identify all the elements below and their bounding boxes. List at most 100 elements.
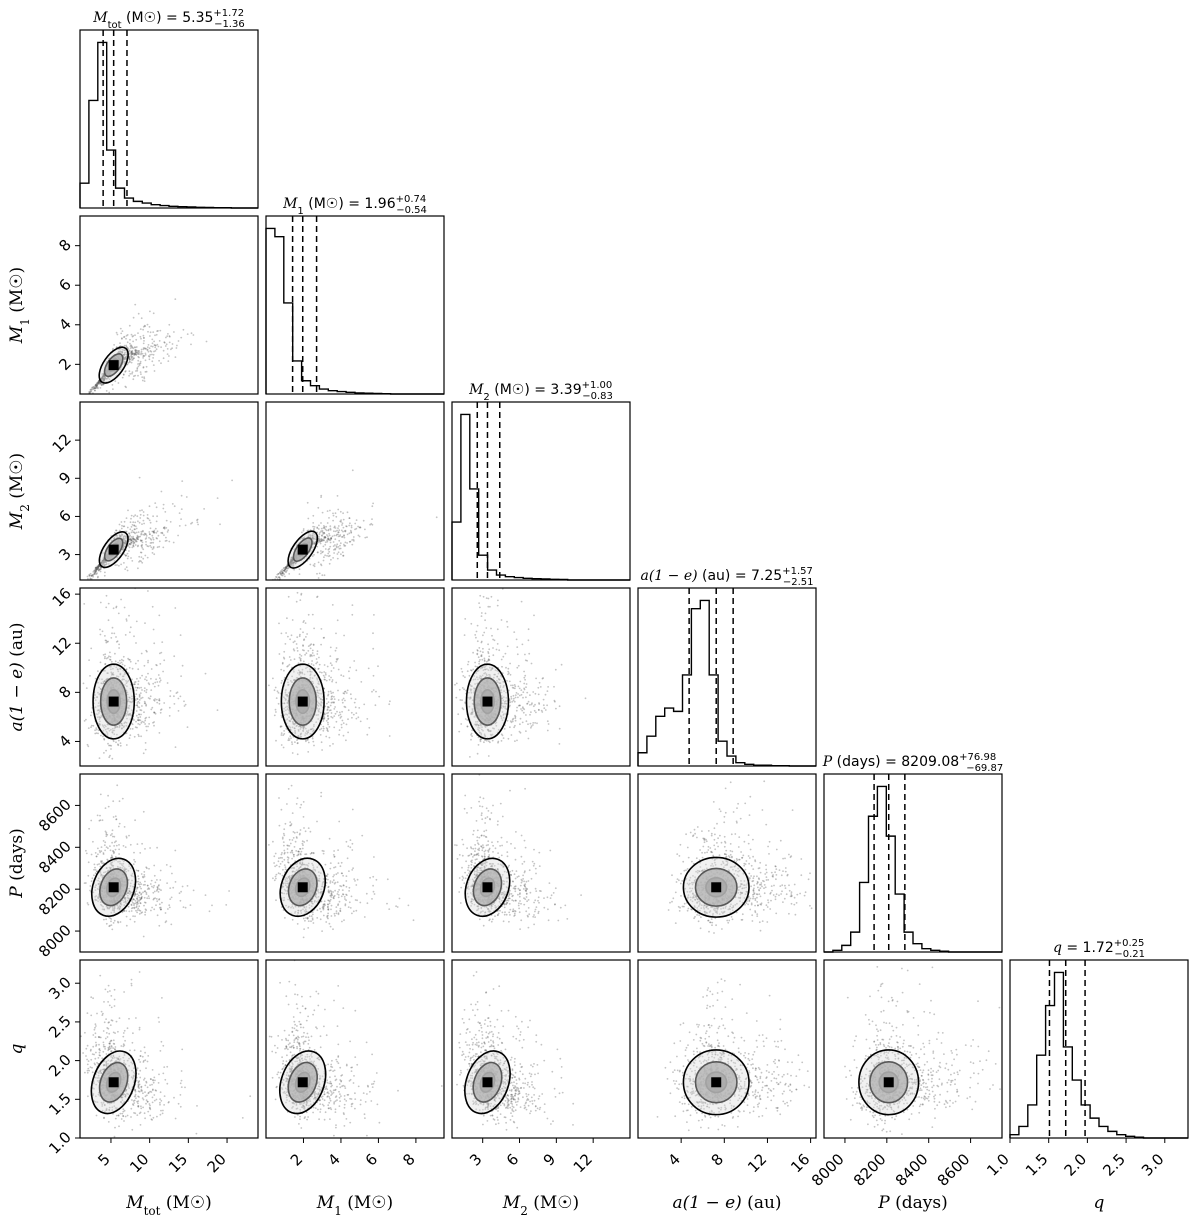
sample-point xyxy=(128,360,131,363)
hist-panel-Mtot: Mtot (M☉) = 5.35+1.72 −1.36 xyxy=(79,8,259,209)
sample-point xyxy=(134,525,137,528)
sample-point xyxy=(131,723,134,726)
sample-point xyxy=(327,538,330,541)
sample-point xyxy=(100,734,102,737)
sample-point xyxy=(327,723,329,726)
sample-point xyxy=(333,708,336,710)
y-tick-label: 12 xyxy=(49,430,75,456)
sample-point xyxy=(185,496,188,498)
sample-point xyxy=(125,744,128,746)
sample-point xyxy=(197,523,200,526)
sample-point xyxy=(105,606,108,609)
sample-point xyxy=(338,711,341,714)
sample-point xyxy=(348,517,351,519)
sample-point xyxy=(156,330,159,332)
sample-point xyxy=(156,343,159,346)
sample-point xyxy=(343,536,346,539)
sample-point xyxy=(91,386,93,389)
sample-point xyxy=(321,749,323,751)
sample-point xyxy=(131,346,133,348)
sample-point xyxy=(171,347,174,350)
sample-point xyxy=(482,647,484,650)
sample-point xyxy=(334,706,336,708)
sample-point xyxy=(88,573,91,576)
sample-point xyxy=(97,382,100,384)
sample-point xyxy=(319,538,321,541)
sample-point xyxy=(166,335,169,337)
sample-point xyxy=(178,512,181,514)
sample-point xyxy=(333,715,336,717)
sample-point xyxy=(328,534,331,537)
sample-point xyxy=(142,355,145,357)
sample-point xyxy=(333,530,335,533)
sample-point xyxy=(322,727,325,730)
sample-point xyxy=(94,729,96,732)
sample-point xyxy=(328,678,331,681)
sample-point xyxy=(338,539,341,542)
sample-point xyxy=(164,345,167,347)
sample-point xyxy=(301,649,304,651)
sample-point xyxy=(313,563,316,565)
sample-point xyxy=(112,607,115,610)
sample-point xyxy=(350,697,353,700)
sample-point xyxy=(103,378,105,381)
sample-point xyxy=(102,372,105,375)
sample-point xyxy=(89,388,92,391)
sample-point xyxy=(328,550,331,553)
sample-point xyxy=(347,731,349,734)
sample-point xyxy=(137,359,140,362)
sample-point xyxy=(507,667,510,670)
sample-point xyxy=(151,345,154,348)
sample-point xyxy=(130,517,132,520)
sample-point xyxy=(135,338,138,341)
sample-point xyxy=(317,668,320,670)
sample-point xyxy=(332,541,335,543)
sample-point xyxy=(326,702,328,705)
sample-point xyxy=(520,600,523,603)
sample-point xyxy=(327,714,329,717)
sample-point xyxy=(389,700,391,703)
sample-point xyxy=(320,671,323,674)
sample-point xyxy=(98,381,100,384)
sample-point xyxy=(186,333,189,335)
sample-point xyxy=(307,517,310,520)
sample-point xyxy=(345,739,347,742)
sample-point xyxy=(336,543,339,546)
sample-point xyxy=(174,298,177,300)
sample-point xyxy=(329,541,332,544)
sample-point xyxy=(153,531,155,534)
sample-point xyxy=(520,708,522,710)
sample-point xyxy=(142,511,145,513)
sample-point xyxy=(135,642,137,644)
sample-point xyxy=(180,494,183,497)
sample-point xyxy=(306,633,308,635)
sample-point xyxy=(125,517,128,519)
sample-point xyxy=(305,636,307,638)
sample-point xyxy=(312,740,315,743)
sample-point xyxy=(121,352,124,354)
sample-point xyxy=(140,348,143,351)
sample-point xyxy=(131,353,134,355)
sample-point xyxy=(102,383,105,386)
sample-point xyxy=(535,711,537,714)
sample-point xyxy=(128,324,131,327)
sample-point xyxy=(94,573,96,575)
sample-point xyxy=(280,732,283,734)
sample-point xyxy=(135,710,138,712)
sample-point xyxy=(344,541,347,544)
sample-point xyxy=(125,620,128,622)
sample-point xyxy=(123,606,126,609)
sample-point xyxy=(128,370,131,373)
sample-point xyxy=(316,526,319,529)
sample-point xyxy=(134,334,136,337)
sample-point xyxy=(320,534,323,537)
sample-point xyxy=(99,381,102,384)
sample-point xyxy=(104,376,107,379)
sample-point xyxy=(311,555,314,557)
sample-point xyxy=(323,664,326,666)
sample-point xyxy=(326,554,328,557)
sample-point xyxy=(321,529,324,532)
sample-point xyxy=(516,739,518,742)
sample-point xyxy=(149,695,152,698)
sample-point xyxy=(141,379,144,382)
